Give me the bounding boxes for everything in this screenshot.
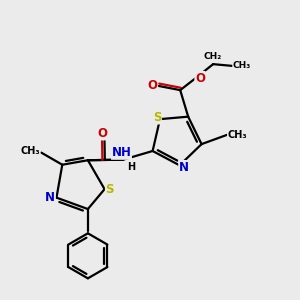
Text: S: S bbox=[153, 111, 161, 124]
Text: O: O bbox=[148, 80, 158, 92]
Text: CH₃: CH₃ bbox=[233, 61, 251, 70]
Text: N: N bbox=[179, 160, 189, 174]
Text: H: H bbox=[127, 162, 135, 172]
Text: CH₃: CH₃ bbox=[227, 130, 247, 140]
Text: N: N bbox=[45, 191, 55, 204]
Text: S: S bbox=[106, 183, 114, 196]
Text: CH₃: CH₃ bbox=[20, 146, 40, 156]
Text: O: O bbox=[98, 127, 108, 140]
Text: NH: NH bbox=[112, 146, 131, 159]
Text: CH₂: CH₂ bbox=[204, 52, 222, 61]
Text: O: O bbox=[195, 71, 205, 85]
